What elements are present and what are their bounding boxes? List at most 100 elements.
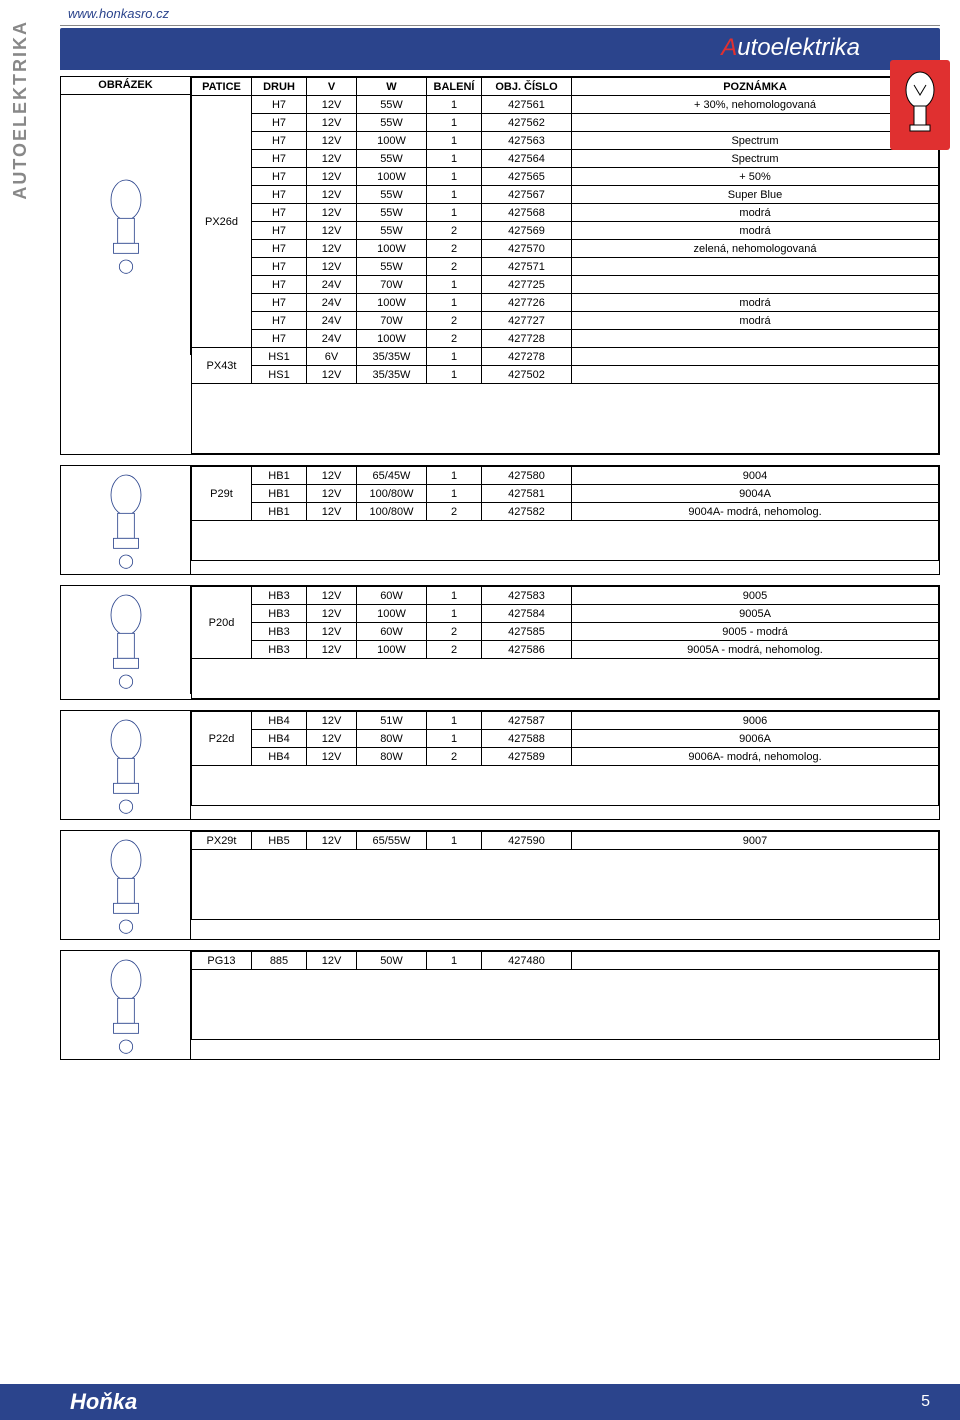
header-druh: DRUH	[252, 78, 307, 96]
table-row: H712V100W1427563Spectrum	[192, 132, 939, 150]
cell-cislo: 427480	[482, 952, 572, 970]
cell-w: 70W	[357, 312, 427, 330]
cell-cislo: 427581	[482, 485, 572, 503]
table-row: H724V70W2427727modrá	[192, 312, 939, 330]
cell-poznamka: Spectrum	[572, 132, 939, 150]
cell-patice: P20d	[192, 587, 252, 659]
cell-v: 12V	[307, 467, 357, 485]
cell-baleni: 1	[427, 952, 482, 970]
product-table: PATICE DRUH V W BALENÍ OBJ. ČÍSLO POZNÁM…	[191, 77, 939, 454]
cell-druh: H7	[252, 240, 307, 258]
url-text: www.honkasro.cz	[60, 0, 940, 25]
header-baleni: BALENÍ	[427, 78, 482, 96]
cell-cislo: 427725	[482, 276, 572, 294]
bulb-category-icon	[890, 60, 950, 150]
cell-v: 12V	[307, 605, 357, 623]
cell-w: 100/80W	[357, 485, 427, 503]
cell-v: 6V	[307, 348, 357, 366]
product-table: PX29tHB512V65/55W14275909007	[191, 831, 939, 920]
cell-cislo: 427568	[482, 204, 572, 222]
cell-druh: HB4	[252, 748, 307, 766]
cell-druh: HB4	[252, 730, 307, 748]
cell-druh: HB3	[252, 641, 307, 659]
cell-v: 12V	[307, 258, 357, 276]
cell-cislo: 427563	[482, 132, 572, 150]
cell-w: 51W	[357, 712, 427, 730]
cell-poznamka: modrá	[572, 312, 939, 330]
cell-patice: P29t	[192, 467, 252, 521]
bulb-diagram-icon	[81, 175, 171, 275]
cell-druh: H7	[252, 96, 307, 114]
cell-poznamka: 9007	[572, 832, 939, 850]
cell-poznamka: 9005 - modrá	[572, 623, 939, 641]
cell-druh: H7	[252, 132, 307, 150]
table-row: PX43tHS16V35/35W1427278	[192, 348, 939, 366]
cell-cislo: 427583	[482, 587, 572, 605]
cell-w: 60W	[357, 587, 427, 605]
cell-cislo: 427571	[482, 258, 572, 276]
cell-v: 12V	[307, 712, 357, 730]
cell-poznamka	[572, 348, 939, 366]
table-row: P29tHB112V65/45W14275809004	[192, 467, 939, 485]
cell-w: 80W	[357, 748, 427, 766]
footer-page: 5	[921, 1393, 930, 1411]
cell-baleni: 1	[427, 712, 482, 730]
cell-poznamka: modrá	[572, 294, 939, 312]
spacer-row	[192, 659, 939, 699]
table-row: HB412V80W24275899006A- modrá, nehomolog.	[192, 748, 939, 766]
table-row: H712V55W1427567Super Blue	[192, 186, 939, 204]
cell-baleni: 1	[427, 294, 482, 312]
cell-w: 65/55W	[357, 832, 427, 850]
table-row: HB312V100W24275869005A - modrá, nehomolo…	[192, 641, 939, 659]
cell-v: 12V	[307, 204, 357, 222]
cell-poznamka: 9004A- modrá, nehomolog.	[572, 503, 939, 521]
cell-w: 100W	[357, 641, 427, 659]
cell-baleni: 2	[427, 641, 482, 659]
product-section: P20dHB312V60W14275839005HB312V100W142758…	[60, 585, 940, 700]
table-row: H712V55W2427571	[192, 258, 939, 276]
cell-cislo: 427570	[482, 240, 572, 258]
cell-baleni: 1	[427, 168, 482, 186]
cell-cislo: 427561	[482, 96, 572, 114]
cell-druh: HB1	[252, 485, 307, 503]
table-row: HB112V100/80W24275829004A- modrá, nehomo…	[192, 503, 939, 521]
cell-druh: 885	[252, 952, 307, 970]
cell-v: 12V	[307, 366, 357, 384]
cell-baleni: 1	[427, 114, 482, 132]
cell-cislo: 427564	[482, 150, 572, 168]
cell-poznamka	[572, 114, 939, 132]
cell-cislo: 427586	[482, 641, 572, 659]
table-row: H712V55W1427564Spectrum	[192, 150, 939, 168]
cell-baleni: 1	[427, 204, 482, 222]
cell-v: 12V	[307, 186, 357, 204]
header-poznamka: POZNÁMKA	[572, 78, 939, 96]
cell-w: 80W	[357, 730, 427, 748]
cell-druh: H7	[252, 276, 307, 294]
table-row: P20dHB312V60W14275839005	[192, 587, 939, 605]
cell-cislo: 427562	[482, 114, 572, 132]
cell-druh: H7	[252, 168, 307, 186]
table-row: HB112V100/80W14275819004A	[192, 485, 939, 503]
cell-cislo: 427728	[482, 330, 572, 348]
header-v: V	[307, 78, 357, 96]
table-row: H712V55W2427569modrá	[192, 222, 939, 240]
cell-baleni: 1	[427, 132, 482, 150]
table-row: PX29tHB512V65/55W14275909007	[192, 832, 939, 850]
cell-w: 55W	[357, 114, 427, 132]
cell-poznamka: + 50%	[572, 168, 939, 186]
cell-baleni: 1	[427, 832, 482, 850]
image-cell	[61, 466, 191, 574]
cell-cislo: 427727	[482, 312, 572, 330]
cell-v: 12V	[307, 730, 357, 748]
spacer-row	[192, 850, 939, 920]
cell-v: 12V	[307, 240, 357, 258]
cell-druh: H7	[252, 294, 307, 312]
cell-patice: PG13	[192, 952, 252, 970]
table-row: PG1388512V50W1427480	[192, 952, 939, 970]
cell-v: 12V	[307, 952, 357, 970]
product-table: PG1388512V50W1427480	[191, 951, 939, 1040]
cell-v: 12V	[307, 168, 357, 186]
image-cell	[61, 951, 191, 1059]
cell-cislo: 427580	[482, 467, 572, 485]
cell-poznamka: Super Blue	[572, 186, 939, 204]
